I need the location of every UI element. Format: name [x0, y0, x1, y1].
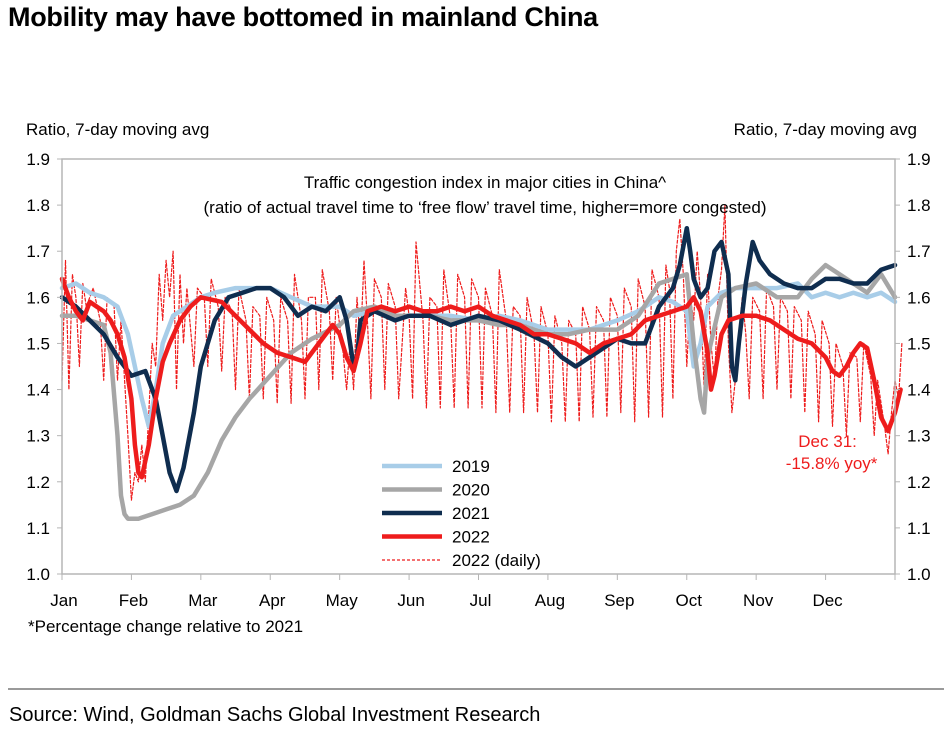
chart-subtitle-line1: Traffic congestion index in major cities…: [304, 173, 666, 192]
x-axis: Jan Feb Mar Apr May Jun Jul Aug Sep Oct Nov Dec: [50, 574, 896, 610]
y-tick-label-right: 1.7: [907, 242, 931, 261]
series-line-s2022: [59, 276, 903, 480]
y-tick-label-left: 1.1: [26, 519, 50, 538]
divider: [8, 688, 944, 690]
legend: 2019 2020 2021 2022 2022 (daily): [382, 457, 541, 570]
y-axis-right-label: Ratio, 7-day moving avg: [734, 120, 917, 139]
x-tick-label: Oct: [676, 591, 703, 610]
series-line-s2021: [59, 225, 898, 494]
y-axis-left: 1.0 1.1 1.2 1.3 1.4 1.5 1.6 1.7 1.8 1.9: [26, 150, 62, 584]
y-tick-label-left: 1.7: [26, 242, 50, 261]
y-tick-label-right: 1.6: [907, 288, 931, 307]
annotation-line1: Dec 31:: [798, 432, 857, 451]
y-tick-label-left: 1.2: [26, 473, 50, 492]
y-axis-right: 1.0 1.1 1.2 1.3 1.4 1.5 1.6 1.7 1.8 1.9: [895, 150, 931, 584]
x-tick-label: Aug: [535, 591, 565, 610]
y-tick-label-left: 1.0: [26, 565, 50, 584]
legend-label-s2021: 2021: [452, 504, 490, 523]
x-tick-label: Apr: [259, 591, 286, 610]
y-tick-label-right: 1.9: [907, 150, 931, 169]
chart-title: Mobility may have bottomed in mainland C…: [8, 2, 598, 32]
x-tick-label: Nov: [743, 591, 774, 610]
footnote: *Percentage change relative to 2021: [28, 617, 304, 636]
y-tick-label-right: 1.1: [907, 519, 931, 538]
y-tick-label-right: 1.3: [907, 427, 931, 446]
legend-label-s2022_daily: 2022 (daily): [452, 551, 541, 570]
x-tick-label: Jul: [470, 591, 492, 610]
y-tick-label-left: 1.3: [26, 427, 50, 446]
y-tick-label-right: 1.5: [907, 334, 931, 353]
y-tick-label-left: 1.6: [26, 288, 50, 307]
series-layer: [59, 204, 903, 521]
y-tick-label-left: 1.5: [26, 334, 50, 353]
y-axis-left-label: Ratio, 7-day moving avg: [26, 120, 209, 139]
y-tick-label-right: 1.2: [907, 473, 931, 492]
series-line-s2020: [59, 262, 898, 521]
annotation-line2: -15.8% yoy*: [786, 454, 878, 473]
x-tick-label: May: [326, 591, 359, 610]
series-line-s2022_daily: [61, 204, 903, 501]
y-tick-label-right: 1.4: [907, 381, 931, 400]
legend-label-s2020: 2020: [452, 481, 490, 500]
x-tick-label: Mar: [188, 591, 218, 610]
y-tick-label-left: 1.9: [26, 150, 50, 169]
chart-subtitle-line2: (ratio of actual travel time to ‘free fl…: [204, 198, 767, 217]
y-tick-label-right: 1.0: [907, 565, 931, 584]
x-tick-label: Jan: [50, 591, 77, 610]
legend-label-s2022: 2022: [452, 528, 490, 547]
y-tick-label-left: 1.8: [26, 196, 50, 215]
x-tick-label: Feb: [119, 591, 148, 610]
y-tick-label-left: 1.4: [26, 381, 50, 400]
x-tick-label: Dec: [812, 591, 843, 610]
x-tick-label: Jun: [397, 591, 424, 610]
y-tick-label-right: 1.8: [907, 196, 931, 215]
source-note: Source: Wind, Goldman Sachs Global Inves…: [9, 704, 541, 726]
x-tick-label: Sep: [604, 591, 634, 610]
legend-label-s2019: 2019: [452, 457, 490, 476]
